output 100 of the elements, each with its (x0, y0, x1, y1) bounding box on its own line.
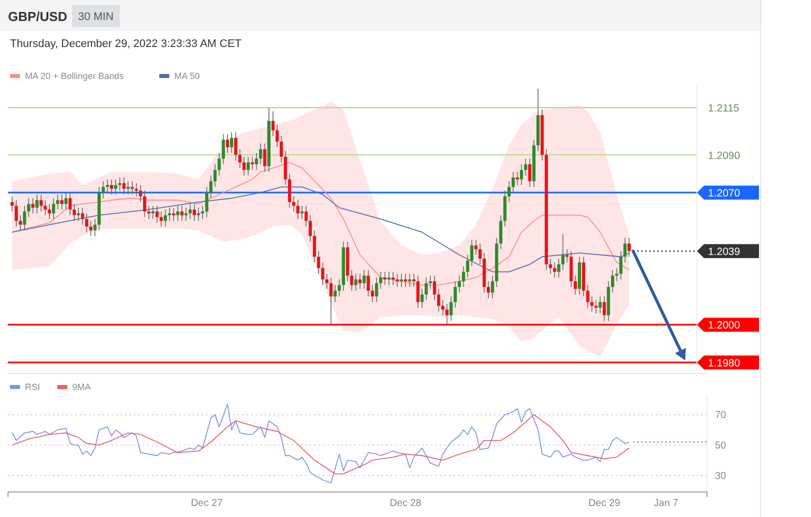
line-series (12, 186, 630, 272)
line-series (12, 414, 630, 474)
legend-label: RSI (25, 382, 40, 392)
candlestick (213, 164, 217, 188)
candlestick (222, 134, 225, 165)
candlestick (52, 198, 56, 220)
candlestick (151, 205, 155, 220)
candlestick (623, 237, 627, 263)
candlestick (80, 207, 84, 226)
y-tick-label: 1.2039 (708, 246, 740, 258)
candlestick (292, 196, 296, 212)
candlestick (14, 200, 18, 227)
y-tick-label: 50 (715, 440, 727, 452)
candlestick (392, 271, 395, 286)
candlestick (114, 178, 118, 195)
candlestick (561, 234, 564, 270)
line-series (12, 404, 630, 484)
candlestick (586, 284, 590, 308)
candlestick (602, 296, 606, 322)
chart-subtitle: Thursday, December 29, 2022 3:23:33 AM CET (10, 38, 242, 50)
candlestick (60, 194, 64, 210)
candlestick (366, 270, 370, 297)
candlestick (308, 214, 312, 242)
line-series (12, 162, 630, 286)
text: Jan 7 (654, 498, 679, 509)
candlestick (420, 288, 424, 308)
candlestick (93, 218, 97, 236)
candlestick (424, 277, 428, 301)
candlestick (259, 143, 262, 165)
candlestick (449, 296, 453, 322)
legend-label: 9MA (72, 382, 91, 392)
candlestick (176, 205, 180, 222)
candlestick (512, 171, 515, 193)
candlestick (441, 300, 444, 316)
candlestick (524, 158, 528, 176)
candlestick (454, 280, 457, 308)
candlestick (590, 296, 594, 312)
candlestick (437, 288, 440, 312)
y-tick-label: 1.1980 (708, 357, 740, 370)
candlestick (338, 279, 341, 297)
candlestick (284, 150, 288, 186)
candlestick (557, 258, 560, 278)
candlestick (383, 271, 386, 286)
candlestick (44, 200, 47, 216)
candlestick (598, 296, 602, 314)
candlestick (230, 132, 234, 154)
candlestick (35, 194, 39, 214)
candlestick (209, 175, 213, 199)
legend-label: MA 20 + Bollinger Bands (25, 71, 124, 81)
candlestick (271, 111, 275, 136)
candlestick (143, 190, 146, 218)
candlestick (160, 211, 163, 227)
candlestick (370, 284, 374, 302)
candlestick (296, 200, 300, 220)
candlestick (254, 152, 258, 170)
candlestick (238, 148, 242, 168)
candlestick (462, 266, 466, 288)
candlestick (478, 243, 482, 265)
candlestick (188, 204, 192, 220)
candlestick (118, 177, 122, 192)
candlestick (122, 177, 126, 195)
candlestick (10, 196, 14, 212)
candlestick (400, 273, 403, 288)
candlestick (499, 214, 502, 250)
candlestick (276, 124, 279, 148)
y-tick-label: 1.2070 (708, 188, 740, 200)
x-tick-label: Dec 27 (190, 498, 224, 509)
candlestick (362, 270, 366, 290)
candlestick (553, 262, 556, 278)
candlestick (68, 192, 72, 216)
candlestick (40, 194, 43, 212)
candlestick (138, 184, 142, 202)
candlestick (574, 275, 577, 295)
candlestick (470, 239, 474, 267)
candlestick (490, 275, 494, 299)
candlestick (321, 262, 324, 286)
candlestick (445, 304, 449, 326)
candlestick (205, 186, 208, 218)
candlestick (246, 156, 250, 176)
chart-title: GBP/USD (8, 9, 68, 24)
candlestick (329, 277, 333, 326)
x-tick-label: Dec 28 (390, 498, 422, 509)
candlestick (147, 205, 150, 220)
candlestick (250, 156, 254, 170)
candlestick (565, 248, 569, 263)
candlestick (516, 171, 519, 186)
candlestick (22, 205, 26, 231)
candlestick (226, 134, 230, 154)
candlestick (130, 180, 134, 195)
candlestick (110, 178, 114, 195)
candlestick (280, 136, 283, 163)
y-tick-label: 1.2090 (708, 150, 740, 162)
candlestick (242, 156, 246, 176)
candlestick (72, 204, 76, 222)
candlestick (610, 270, 614, 294)
candlestick (300, 205, 304, 220)
candlestick (432, 275, 436, 301)
candlestick (234, 132, 238, 161)
candlestick (466, 254, 470, 278)
candlestick (106, 178, 109, 193)
